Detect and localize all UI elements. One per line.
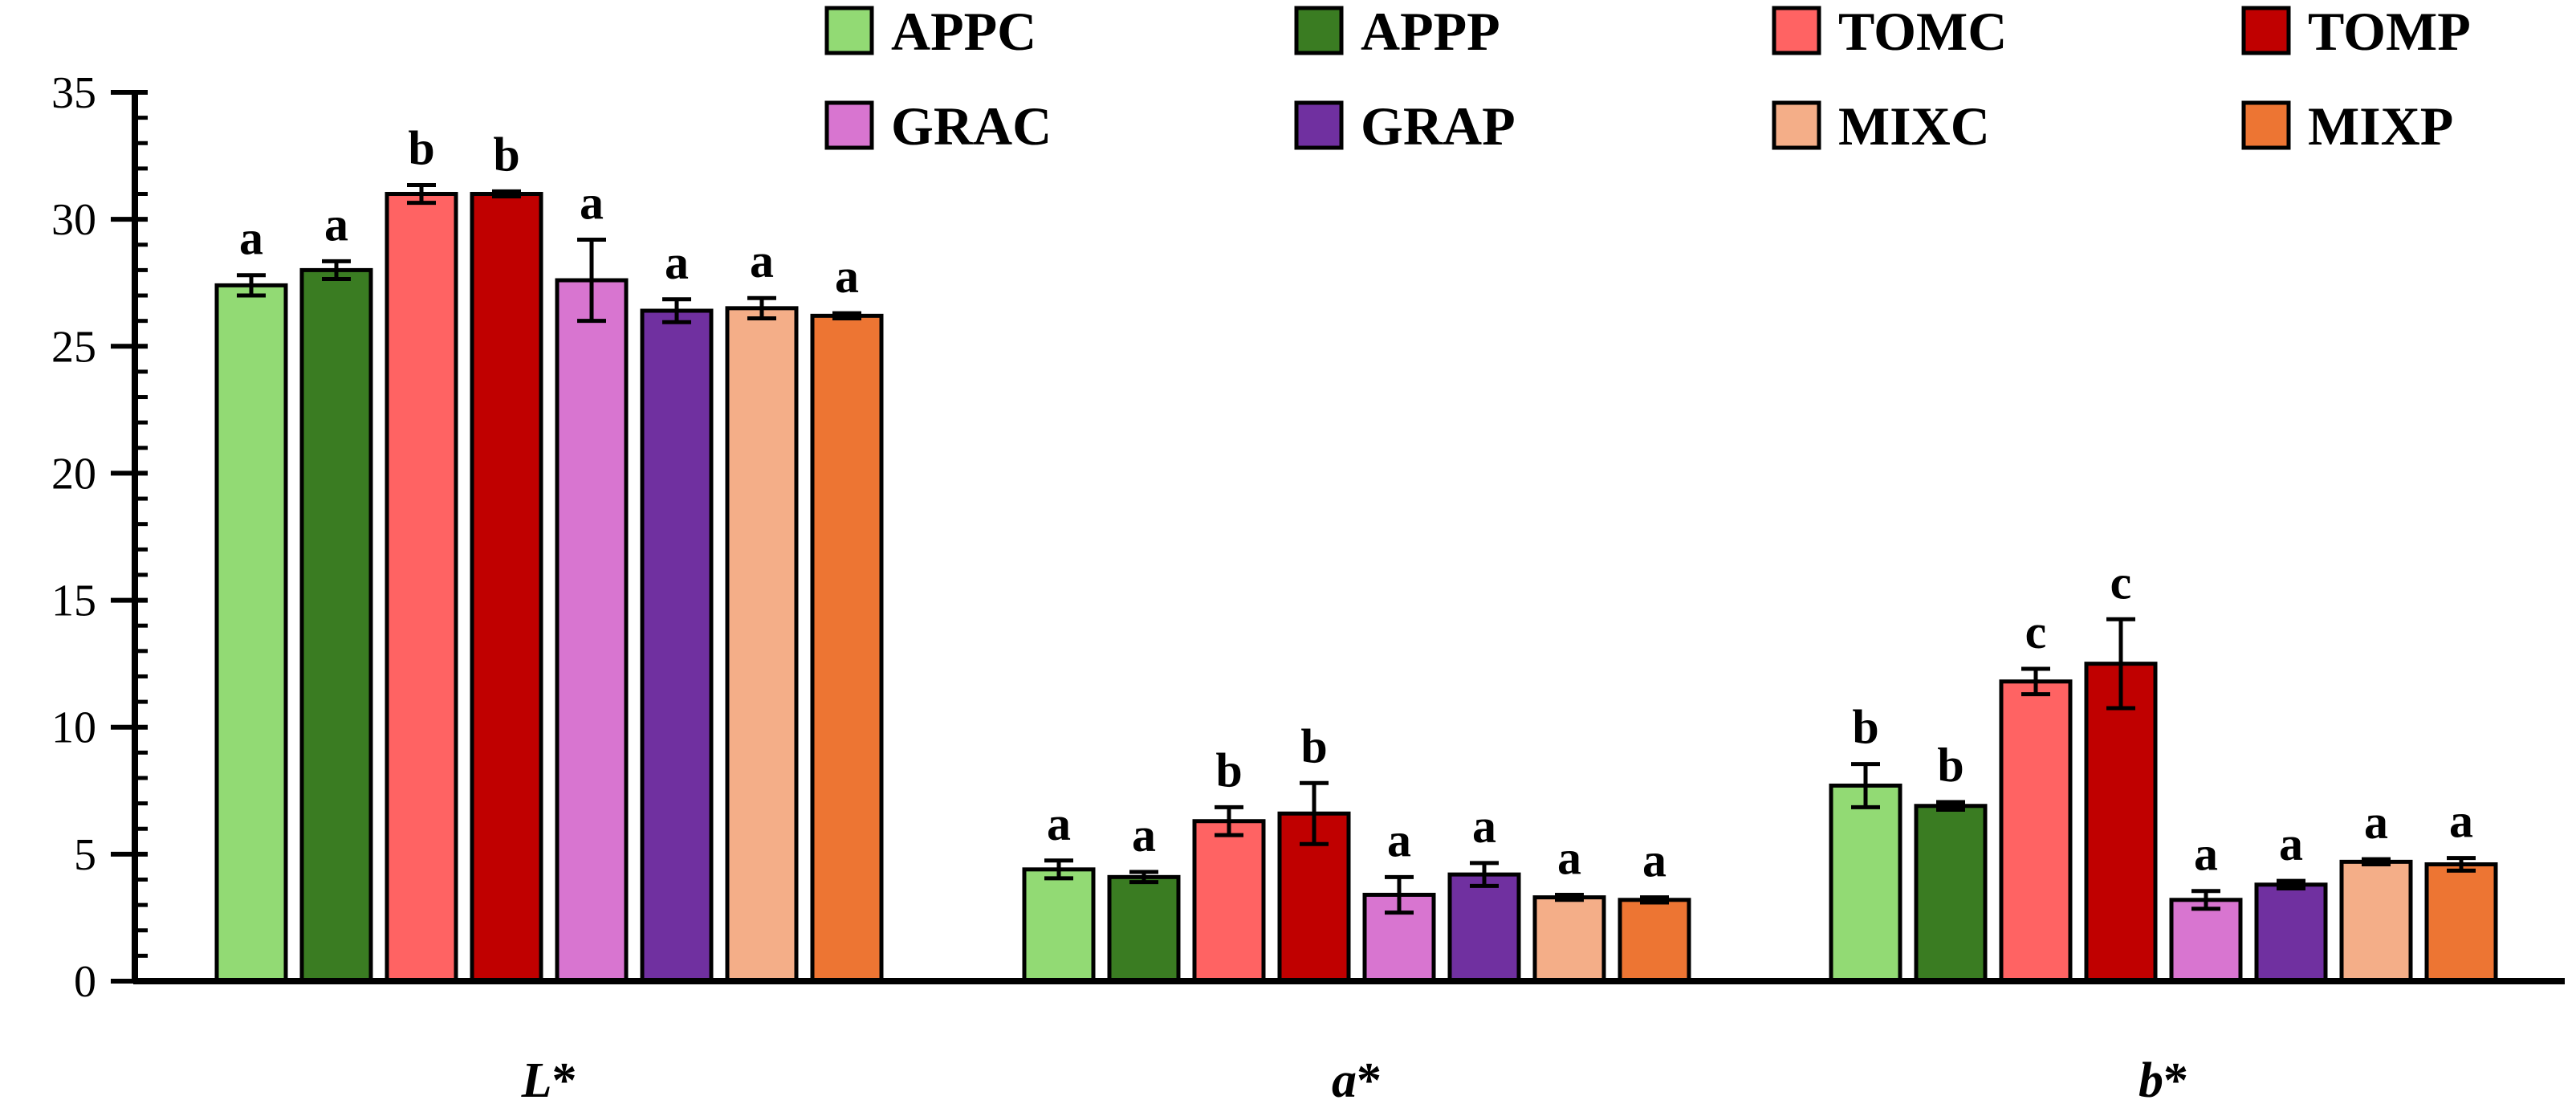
- legend-swatch-grac: [824, 100, 874, 150]
- bar-mixc-2: [2339, 859, 2413, 984]
- bar-grap-1: [1447, 872, 1521, 984]
- significance-letter: a: [239, 212, 263, 265]
- significance-letter: a: [2449, 795, 2473, 848]
- bar-appc-1: [1022, 867, 1096, 984]
- legend-label-appp: APPP: [1361, 1, 1500, 62]
- legend-label-mixp: MIXP: [2308, 96, 2453, 157]
- significance-letter: b: [408, 121, 434, 174]
- significance-letter: b: [1300, 719, 1327, 772]
- legend-label-grac: GRAC: [891, 96, 1052, 157]
- legend-label-grap: GRAP: [1361, 96, 1516, 157]
- bar-tomc-0: [385, 192, 458, 984]
- bar-mixc-0: [725, 306, 799, 984]
- significance-letter: c: [2110, 556, 2132, 609]
- significance-letter: c: [2025, 605, 2047, 658]
- significance-letter: b: [1215, 743, 1242, 796]
- legend-swatch-tomp: [2241, 6, 2291, 55]
- significance-letter: a: [324, 198, 348, 251]
- bar-mixp-1: [1618, 898, 1691, 984]
- bar-mixp-2: [2424, 862, 2498, 984]
- significance-letter: a: [750, 234, 774, 287]
- y-tick-label: 15: [51, 576, 96, 626]
- bar-tomp-2: [2084, 662, 2158, 984]
- x-category-label: a*: [1332, 1053, 1382, 1108]
- x-category-asterisk: *: [551, 1053, 576, 1108]
- y-tick-label: 30: [51, 195, 96, 245]
- x-category-letter: L: [521, 1053, 552, 1108]
- legend-swatch-tomc: [1772, 6, 1821, 55]
- x-category-label: L*: [521, 1053, 577, 1108]
- significance-letter: a: [665, 236, 689, 289]
- bar-appp-1: [1107, 874, 1181, 984]
- y-tick-label: 0: [74, 957, 96, 1007]
- bar-grac-0: [555, 278, 629, 984]
- y-tick-label: 20: [51, 449, 96, 499]
- legend-label-tomc: TOMC: [1838, 1, 2007, 62]
- significance-letter: a: [1642, 834, 1666, 887]
- x-category-letter: b: [2139, 1053, 2163, 1108]
- x-category-label: b*: [2139, 1053, 2188, 1108]
- legend-swatch-grap: [1294, 100, 1344, 150]
- bar-grap-0: [640, 308, 714, 984]
- bar-tomc-2: [1999, 679, 2073, 984]
- significance-letter: a: [2194, 828, 2218, 881]
- bar-mixc-1: [1532, 895, 1606, 984]
- bar-appc-0: [214, 283, 288, 984]
- significance-letter: b: [1852, 701, 1878, 754]
- x-category-asterisk: *: [1357, 1053, 1382, 1108]
- significance-letter: a: [2279, 817, 2303, 870]
- legend-label-tomp: TOMP: [2308, 1, 2471, 62]
- bar-appp-2: [1914, 804, 1988, 984]
- bar-mixp-0: [810, 313, 884, 984]
- legend-swatch-appp: [1294, 6, 1344, 55]
- significance-letter: a: [1472, 800, 1496, 853]
- significance-letter: a: [1387, 813, 1411, 866]
- significance-letter: a: [1557, 831, 1581, 884]
- significance-letter: a: [2364, 796, 2388, 849]
- bar-appp-0: [299, 267, 373, 984]
- significance-letter: a: [580, 176, 604, 229]
- y-tick-label: 35: [51, 68, 96, 118]
- y-tick-label: 25: [51, 322, 96, 372]
- significance-letter: b: [493, 128, 519, 181]
- bar-grac-2: [2169, 898, 2243, 984]
- significance-letter: b: [1937, 739, 1964, 792]
- significance-letter: a: [1132, 809, 1156, 862]
- y-tick-label: 5: [74, 830, 96, 880]
- bar-tomp-0: [470, 192, 543, 984]
- y-tick-label: 10: [51, 703, 96, 753]
- legend-label-mixc: MIXC: [1838, 96, 1990, 157]
- legend-swatch-mixp: [2241, 100, 2291, 150]
- x-category-asterisk: *: [2163, 1053, 2188, 1108]
- bar-grap-2: [2254, 882, 2328, 984]
- bar-tomc-1: [1192, 819, 1266, 984]
- x-category-letter: a: [1332, 1053, 1357, 1108]
- legend-swatch-appc: [824, 6, 874, 55]
- significance-letter: a: [1047, 797, 1071, 850]
- significance-letter: a: [835, 250, 859, 303]
- bar-appc-2: [1829, 783, 1902, 984]
- legend-label-appc: APPC: [891, 1, 1036, 62]
- legend-swatch-mixc: [1772, 100, 1821, 150]
